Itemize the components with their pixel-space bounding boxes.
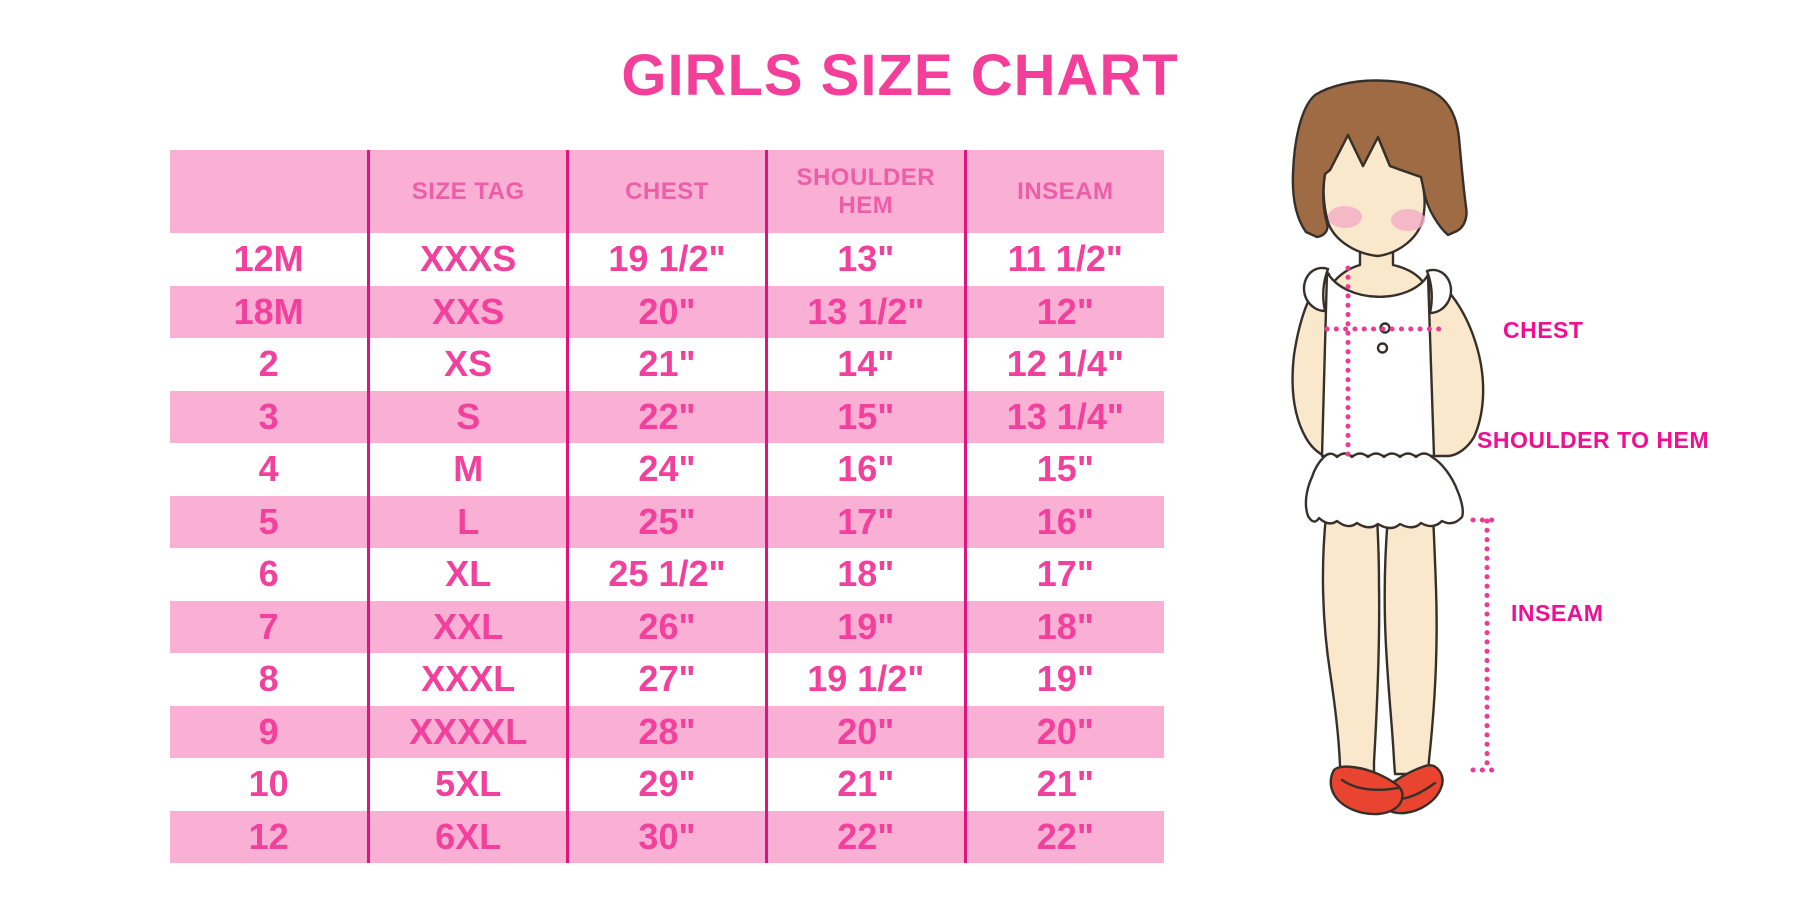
table-cell-chest: 22" [567,390,768,443]
table-cell-shoulder-hem: 20" [766,705,967,758]
column-header: CHEST [567,150,768,233]
hair [1291,79,1468,239]
measurement-lines [1324,265,1502,773]
table-cell-shoulder-hem: 21" [766,758,967,811]
button [1376,342,1389,354]
table-row: 2 XS 21" 14" 12 1/4" [170,338,1164,391]
table-cell-shoulder-hem: 13 1/2" [766,285,967,338]
table-cell-inseam: 22" [965,810,1164,863]
table-cell-size: 9 [170,705,371,758]
table-cell-shoulder-hem: 22" [766,810,967,863]
table-cell-size-tag: XL [368,548,570,601]
table-cell-size: 3 [170,390,371,443]
table-cell-chest: 21" [567,338,768,391]
table-cell-inseam: 21" [1036,763,1094,805]
table-cell-inseam: 13 1/4" [965,390,1164,443]
table-cell-shoulder-hem: 15" [766,390,967,443]
table-cell-size: 6 [170,548,371,601]
size-table-header: SIZE TAG CHEST SHOULDER HEM INSEAM [170,150,1164,233]
table-cell-size-tag: S [368,390,570,443]
table-cell-size-tag: 6XL [368,810,570,863]
table-row: 9 XXXXL 28" 20" 20" [170,705,1164,758]
blush-right [1391,209,1425,231]
table-cell-size-tag: XXXXL [368,705,570,758]
table-cell-inseam: 18" [965,600,1164,653]
table-cell-inseam: 11 1/2" [1007,238,1123,280]
table-cell-chest: 19 1/2" [567,233,768,286]
table-row: 7 XXL 26" 19" 18" [170,600,1164,653]
girl-illustration-icon [1291,79,1502,816]
table-row: 4 M 24" 16" 15" [170,443,1164,496]
shoes [1329,764,1444,816]
dress-skirt [1304,452,1464,530]
legs [1321,514,1438,778]
table-cell-inseam: 15" [1036,448,1094,490]
table-cell-size-tag: 5XL [368,758,570,811]
chest-label: CHEST [1503,317,1584,343]
table-cell-shoulder-hem: 17" [766,495,967,548]
table-cell-chest: 20" [567,285,768,338]
table-cell-size-tag: XXS [368,285,570,338]
table-cell-size-tag: XXXL [368,653,570,706]
table-cell-size-tag: XS [368,338,570,391]
table-cell-chest: 24" [567,443,768,496]
table-cell-size-tag: M [368,443,570,496]
table-cell-inseam: 16" [965,495,1164,548]
column-header: SHOULDER HEM [766,150,967,233]
table-row: 12M XXXS 19 1/2" 13" 11 1/2" [170,233,1164,286]
table-row: 8 XXXL 27" 19 1/2" 19" [170,653,1164,706]
table-cell-shoulder-hem: 19" [766,600,967,653]
size-table-body: 12M XXXS 19 1/2" 13" 11 1/2" 18M XXS 20"… [170,233,1164,863]
table-cell-chest: 30" [567,810,768,863]
table-cell-size: 8 [170,653,371,706]
table-cell-size-tag: XXL [368,600,570,653]
column-header [170,150,371,233]
column-header: INSEAM [965,150,1164,233]
table-cell-size: 12 [170,810,371,863]
table-row: 10 5XL 29" 21" 21" [170,758,1164,811]
table-cell-inseam: 12 1/4" [1006,343,1124,385]
page-title: GIRLS SIZE CHART [621,43,1179,108]
table-cell-shoulder-hem: 14" [766,338,967,391]
table-cell-size: 18M [170,285,371,338]
inseam-label: INSEAM [1511,600,1604,626]
table-row: 12 6XL 30" 22" 22" [170,810,1164,863]
table-cell-shoulder-hem: 13" [766,233,967,286]
size-table: SIZE TAG CHEST SHOULDER HEM INSEAM 12M XXXS… [170,150,1164,863]
table-cell-size-tag: L [368,495,570,548]
table-cell-size: 5 [170,495,371,548]
table-cell-inseam: 12" [965,285,1164,338]
table-row: 3 S 22" 15" 13 1/4" [170,390,1164,443]
table-cell-chest: 27" [567,653,768,706]
size-table-header-row: SIZE TAG CHEST SHOULDER HEM INSEAM [170,150,1164,233]
table-row: 6 XL 25 1/2" 18" 17" [170,548,1164,601]
column-header: SIZE TAG [368,150,570,233]
table-cell-chest: 29" [567,758,768,811]
blush-left [1328,206,1362,228]
table-cell-inseam: 20" [965,705,1164,758]
table-cell-chest: 28" [567,705,768,758]
dress-ruffles [1302,266,1453,315]
table-row: 18M XXS 20" 13 1/2" 12" [170,285,1164,338]
table-cell-inseam: 19" [1036,658,1094,700]
table-cell-chest: 25 1/2" [567,548,768,601]
table-cell-size: 7 [170,600,371,653]
table-cell-inseam: 17" [1036,553,1094,595]
shoulder-to-hem-label: SHOULDER TO HEM [1477,427,1709,453]
table-cell-size-tag: XXXS [368,233,570,286]
table-cell-shoulder-hem: 18" [766,548,967,601]
table-cell-size: 12M [170,233,371,286]
table-cell-chest: 26" [567,600,768,653]
table-cell-size: 4 [170,443,371,496]
table-cell-shoulder-hem: 16" [766,443,967,496]
table-cell-chest: 25" [567,495,768,548]
arms [1291,272,1485,459]
dress-bodice [1320,270,1436,458]
table-row: 5 L 25" 17" 16" [170,495,1164,548]
table-cell-size: 2 [170,338,371,391]
table-cell-size: 10 [170,758,371,811]
table-cell-shoulder-hem: 19 1/2" [766,653,967,706]
